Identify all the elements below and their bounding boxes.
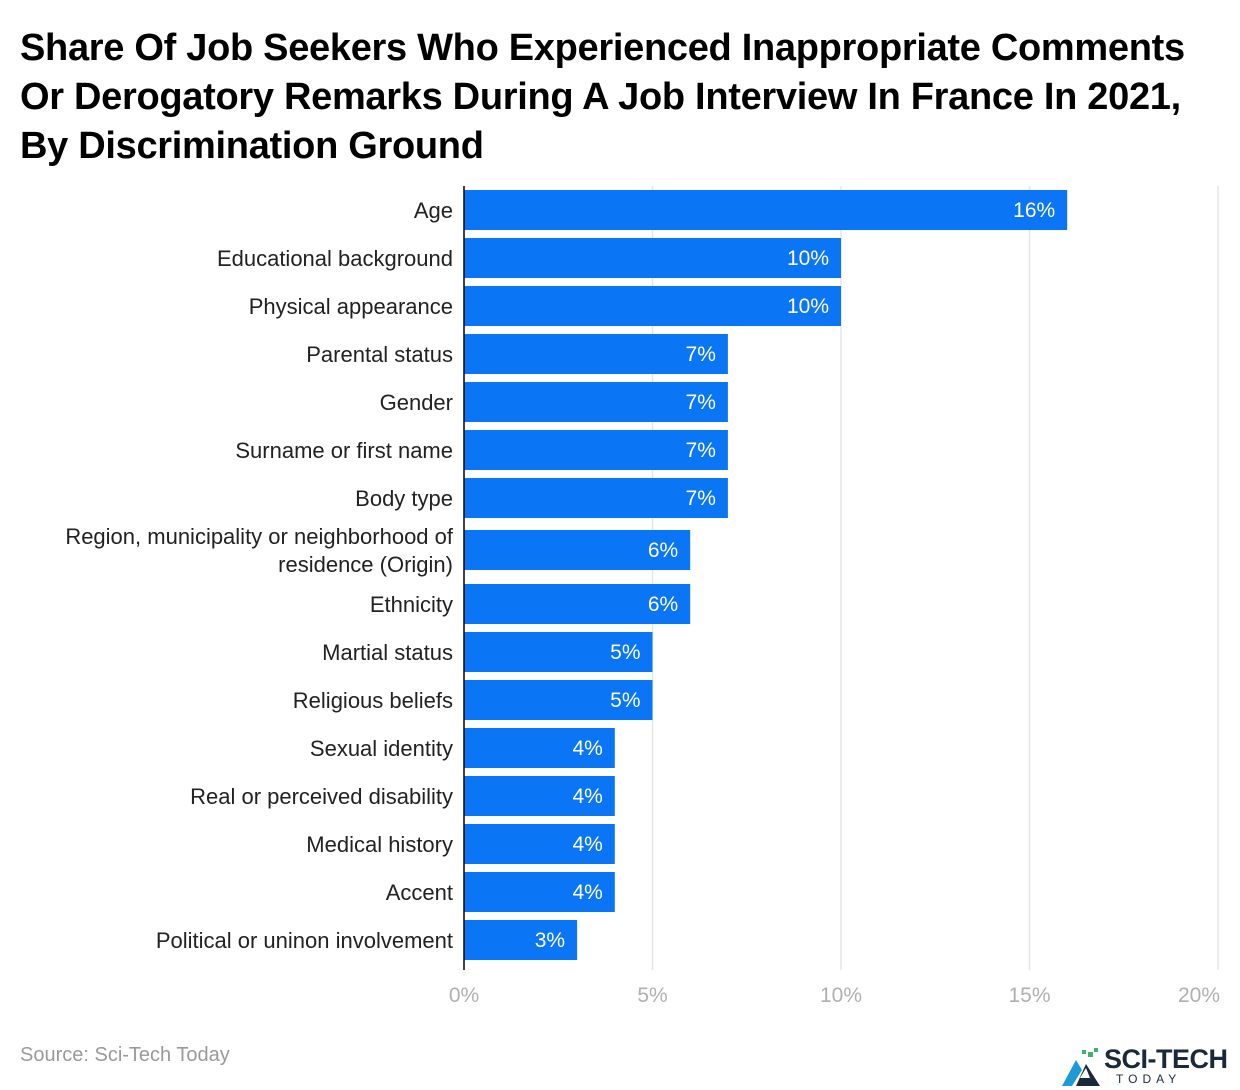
category-label: Political or uninon involvement — [156, 928, 453, 953]
bar — [464, 190, 1068, 230]
category-label: Sexual identity — [310, 736, 453, 761]
bar — [464, 632, 653, 672]
x-tick-label: 0% — [449, 984, 479, 1007]
value-label: 5% — [610, 689, 640, 712]
value-label: 6% — [648, 593, 678, 616]
value-label: 7% — [686, 439, 716, 462]
bar — [464, 680, 653, 720]
bar — [464, 824, 615, 864]
value-label: 10% — [787, 247, 829, 270]
bar — [464, 382, 728, 422]
category-label: Region, municipality or neighborhood of — [65, 524, 454, 549]
category-label: Accent — [386, 880, 453, 905]
logo-mark-icon — [1062, 1048, 1100, 1086]
category-label: Gender — [380, 390, 453, 415]
chart-title: Share Of Job Seekers Who Experienced Ina… — [20, 27, 1185, 167]
x-tick-label: 5% — [637, 984, 667, 1007]
category-label: Physical appearance — [249, 294, 453, 319]
x-tick-label: 15% — [1008, 984, 1050, 1007]
value-label: 7% — [686, 487, 716, 510]
category-label: Age — [414, 198, 453, 223]
bar — [464, 334, 728, 374]
value-label: 3% — [535, 929, 565, 952]
category-label: Ethnicity — [370, 592, 453, 617]
category-label: Body type — [355, 486, 453, 511]
x-axis-ticks: 0% 5% 10% 15% 20% — [449, 984, 1220, 1007]
value-label: 7% — [686, 343, 716, 366]
value-label: 7% — [686, 391, 716, 414]
value-label: 10% — [787, 295, 829, 318]
x-tick-label: 20% — [1178, 984, 1220, 1007]
bar — [464, 584, 691, 624]
value-label: 6% — [648, 539, 678, 562]
sci-tech-logo: SCI-TECH TODAY — [1060, 1044, 1236, 1088]
value-label: 4% — [572, 737, 602, 760]
category-label: Medical history — [306, 832, 453, 857]
bar — [464, 776, 615, 816]
bar — [464, 286, 841, 326]
category-labels: Age Educational background Physical appear… — [65, 198, 454, 953]
value-label: 16% — [1013, 199, 1055, 222]
category-label: Parental status — [306, 342, 453, 367]
bar — [464, 238, 841, 278]
bar — [464, 920, 578, 960]
bar-chart: 16% 10% 10% 7% 7% 7% 7% 6% 6% 5% 5% 4% 4% 4% 4% 3% Age E… — [65, 186, 1220, 1007]
category-label: Religious beliefs — [293, 688, 453, 713]
bars: 16% 10% 10% 7% 7% 7% 7% 6% 6% 5% 5% 4% 4% 4% 4% 3% — [464, 190, 1068, 960]
bar — [464, 728, 615, 768]
category-label: Real or perceived disability — [190, 784, 453, 809]
logo-subtext: TODAY — [1116, 1072, 1182, 1086]
x-tick-label: 10% — [820, 984, 862, 1007]
category-label: Educational background — [217, 246, 453, 271]
bar — [464, 872, 615, 912]
bar — [464, 430, 728, 470]
category-label: Martial status — [322, 640, 453, 665]
bar — [464, 530, 691, 570]
value-label: 4% — [572, 881, 602, 904]
value-label: 4% — [572, 785, 602, 808]
category-label: Surname or first name — [235, 438, 453, 463]
value-label: 4% — [572, 833, 602, 856]
logo-text: SCI-TECH — [1104, 1044, 1228, 1074]
category-label: residence (Origin) — [278, 552, 453, 577]
value-label: 5% — [610, 641, 640, 664]
bar — [464, 478, 728, 518]
source-note: Source: Sci-Tech Today — [20, 1044, 230, 1066]
